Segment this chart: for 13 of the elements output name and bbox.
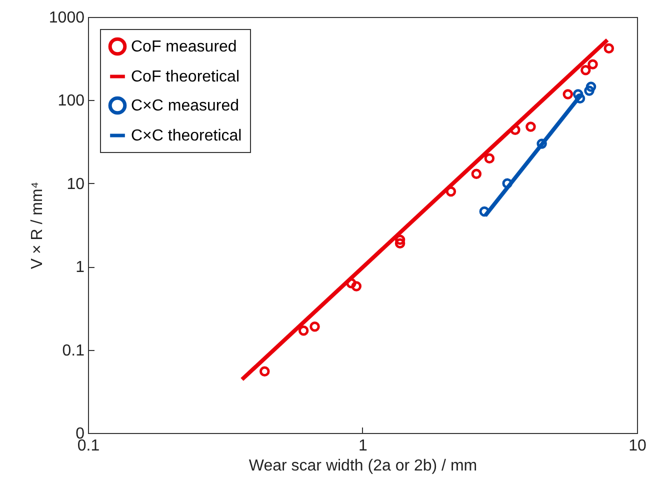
legend-label: C×C measured xyxy=(131,98,240,114)
y-tick-label: 0.1 xyxy=(62,342,85,360)
legend-label: CoF measured xyxy=(131,38,237,56)
y-axis-title: V × R / mm⁴ xyxy=(28,182,46,270)
legend-label: C×C theoretical xyxy=(131,128,242,144)
x-tick-label: 10 xyxy=(628,438,646,454)
y-tick-label: 1000 xyxy=(48,10,85,26)
x-tick-label: 1 xyxy=(358,438,368,454)
y-tick-label: 1 xyxy=(76,259,85,276)
legend-label: CoF theoretical xyxy=(131,68,240,86)
y-tick-label: 100 xyxy=(58,92,85,110)
x-axis-title: Wear scar width (2a or 2b) / mm xyxy=(248,458,478,474)
y-tick-label: 10 xyxy=(66,176,85,193)
